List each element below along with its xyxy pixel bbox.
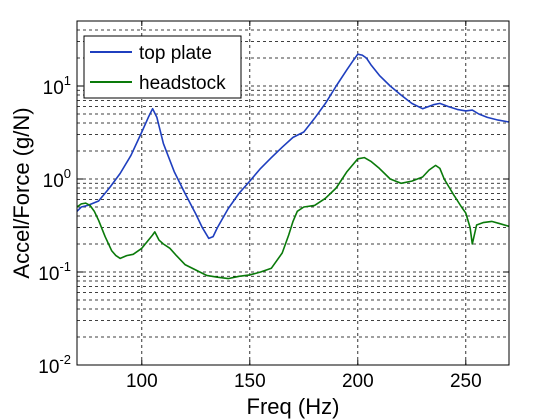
x-tick-label: 250 [450, 371, 482, 392]
x-tick-label: 100 [126, 371, 158, 392]
x-axis-ticks: 100 150 200 250 [126, 21, 482, 392]
y-axis-ticks: 10-2 10-1 100 101 [38, 73, 509, 378]
x-tick-label: 150 [234, 371, 266, 392]
grid-lines [77, 20, 509, 365]
y-axis-label: Accel/Force (g/N) [9, 107, 34, 278]
legend: top plate headstock [83, 35, 242, 99]
series-line-top-plate [76, 53, 510, 240]
x-axis-label: Freq (Hz) [247, 394, 340, 419]
y-tick-label: 10-1 [38, 259, 71, 285]
legend-box [83, 35, 242, 99]
legend-label-headstock: headstock [139, 73, 226, 94]
y-tick-label: 10-2 [38, 352, 71, 378]
legend-label-top-plate: top plate [139, 43, 212, 64]
y-tick-label: 101 [43, 73, 71, 99]
x-tick-label: 200 [342, 371, 374, 392]
plot-frame [76, 20, 510, 366]
y-tick-label: 100 [43, 166, 71, 192]
series-lines [76, 53, 510, 280]
series-line-headstock [76, 156, 510, 280]
